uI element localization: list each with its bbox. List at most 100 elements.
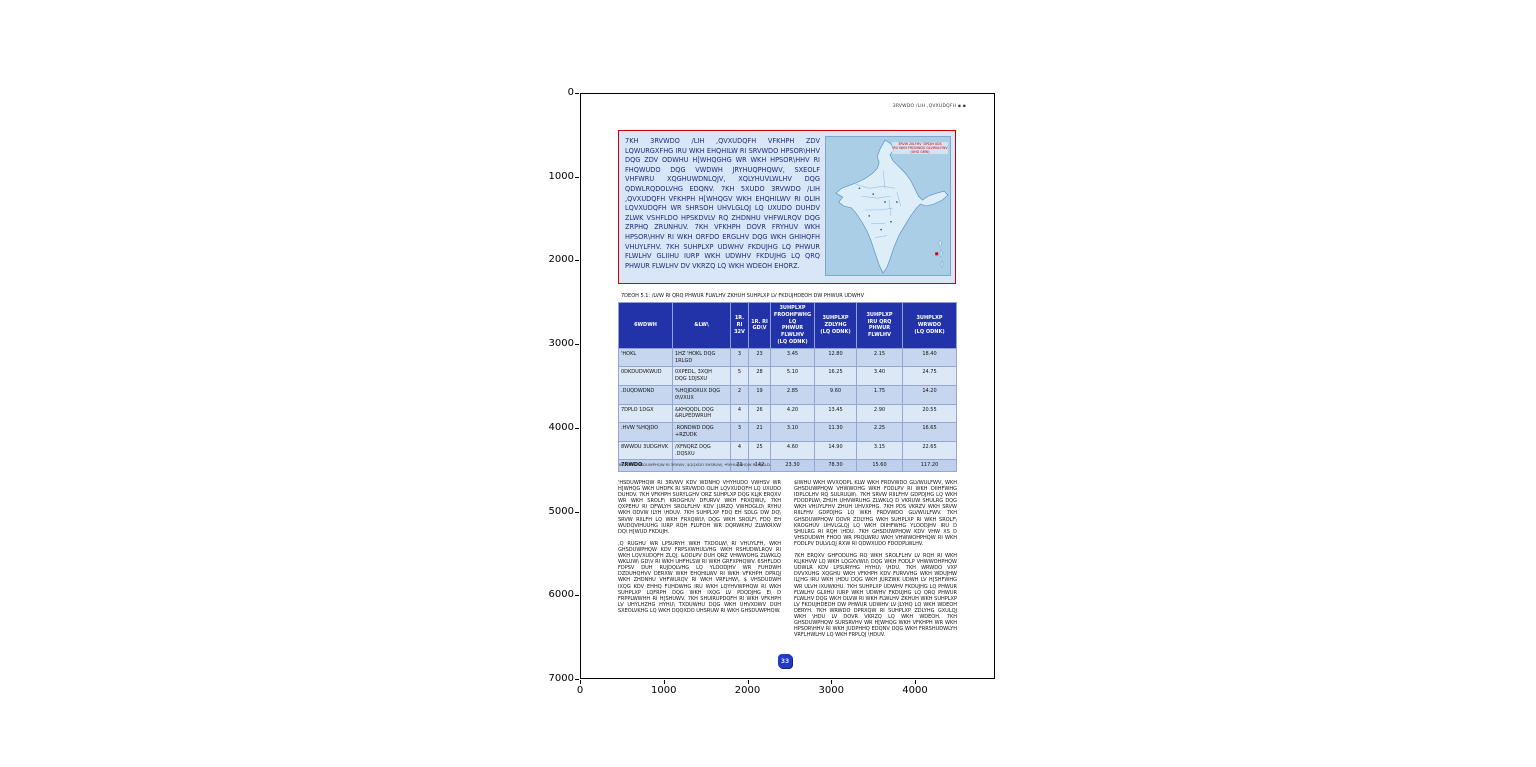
table-row: :HVW %HQJDO .RONDWD DQG +RZUDK 3 21 3.10 11.3… [618, 422, 957, 442]
x-tick-label: 1000 [651, 685, 677, 696]
table-row: 'HOKL 1HZ 'HOKL DQG 1RLGD 3 23 3.45 12.80 2.15… [618, 347, 957, 368]
table-cell: 7DPLO 1DGX [618, 403, 673, 424]
table-cell: 11.30 [814, 422, 857, 442]
y-tick-label: 2000 [548, 254, 574, 266]
table-cell: 9.60 [814, 384, 857, 405]
map-svg [835, 139, 949, 274]
intro-text: 7KH 3RVWDO /LIH ,QVXUDQFH VFKHPH ZDV LQW… [625, 137, 820, 270]
table-cell: 2 [730, 384, 749, 405]
table-cell: 1HZ 'HOKL DQG 1RLGD [672, 347, 731, 368]
y-tick-label: 3000 [548, 338, 574, 350]
table-cell: 16.65 [902, 422, 957, 442]
table-cell: 2.15 [856, 347, 903, 368]
city-dots [858, 187, 898, 231]
body-text-right: $IWHU WKH WVXQDPL KLW WKH FRDVWDO GLVWUL… [794, 480, 957, 644]
table-cell: 3.40 [856, 366, 903, 386]
table-cell: 14.90 [814, 440, 857, 461]
table-cell: 78.30 [814, 459, 857, 473]
table-cell: 3 [730, 422, 749, 442]
body-text: 'HSDUWPHQW RI 3RVWV KDV WDNHQ VHYHUDO VW… [618, 480, 958, 644]
india-landmass [835, 139, 949, 274]
y-tick-label: 6000 [548, 589, 574, 601]
axes: 3RVWDO /LIH ,QVXUDQFH ▪ ▪ 7KH 3RVWDO /LI… [580, 93, 995, 679]
table-cell: 0DKDUDVKWUD [618, 366, 673, 386]
table-cell: 21 [748, 422, 771, 442]
table-cell: 5 [730, 366, 749, 386]
y-tick-mark [575, 427, 579, 429]
table-cell: 12.80 [814, 347, 857, 368]
table-cell: 7RWDO [618, 459, 673, 473]
table-header-cell: 3UHPLXP IRU QRQ PHWUR FLWLHV [856, 302, 903, 349]
table-header-cell: 3UHPLXP FROOHFWHG LQ PHWUR FLWLHV (LQ OD… [770, 302, 815, 349]
table-cell: 'HOKL [618, 347, 673, 368]
map-caption: 3RVW 2IILFHV 'DPDJH 0DS IRU WKH FRDVWDO … [892, 142, 948, 154]
x-tick-mark [915, 680, 916, 684]
table-cell: 4 [730, 403, 749, 424]
table-cell: &KHQQDL DQG &RLPEDWRUH [672, 403, 731, 424]
y-tick-label: 4000 [548, 421, 574, 433]
table-row: 0DKDUDVKWUD 0XPEDL, 3XQH DQG 1DJSXU 5 28 5.1… [618, 366, 957, 386]
y-tick-label: 1000 [548, 170, 574, 182]
table-cell: 5.10 [770, 366, 815, 386]
y-tick-mark [575, 260, 579, 262]
y-tick-mark [575, 679, 579, 680]
x-tick-mark [663, 680, 665, 684]
table-cell: 8WWDU 3UDGHVK [618, 440, 673, 461]
y-tick-label: 5000 [548, 505, 574, 517]
state-borders [855, 170, 901, 238]
table-cell: 19 [748, 384, 771, 405]
table-cell: 2.25 [856, 422, 903, 442]
x-tick-mark [580, 680, 581, 684]
map-damage-marker [935, 252, 939, 256]
table-cell: 23 [748, 347, 771, 368]
table-row: 7RWDO 21 142 23.30 78.30 15.60 117.20 [618, 459, 957, 473]
table-cell: 28 [748, 366, 771, 386]
table-cell: 22.65 [902, 440, 957, 461]
table-cell: 15.60 [856, 459, 903, 473]
body-left-para-2: ,Q RUGHU WR LPSURYH WKH TXDOLW\ RI VHUYL… [618, 540, 781, 614]
table-cell: 3.15 [856, 440, 903, 461]
india-map: 3RVW 2IILFHV 'DPDJH 0DS IRU WKH FRDVWDO … [825, 136, 951, 276]
table-cell: /XFNQRZ DQG .DQSXU [672, 440, 731, 461]
table-cell: 25 [748, 440, 771, 461]
x-tick-label: 3000 [818, 685, 844, 696]
body-text-left: 'HSDUWPHQW RI 3RVWV KDV WDNHQ VHYHUDO VW… [618, 480, 781, 644]
table-cell: 3.45 [770, 347, 815, 368]
table-cell: 13.45 [814, 403, 857, 424]
table-cell: :HVW %HQJDO [618, 422, 673, 442]
x-tick-mark [831, 680, 833, 684]
body-left-para-1: 'HSDUWPHQW RI 3RVWV KDV WDNHQ VHYHUDO VW… [618, 480, 781, 535]
y-tick-mark [575, 93, 579, 94]
table-cell: .DUQDWDND [618, 384, 673, 405]
table-cell: 14.20 [902, 384, 957, 405]
y-tick-mark [575, 511, 579, 513]
table-cell: 1.75 [856, 384, 903, 405]
table-cell: 24.75 [902, 366, 957, 386]
y-tick-label: 7000 [548, 673, 574, 684]
table-cell: 3 [730, 347, 749, 368]
table-header-cell: 1R. RI 32V [730, 302, 749, 349]
table-header-cell: 3UHPLXP WRWDO (LQ ODNK) [902, 302, 957, 349]
page-header-text: 3RVWDO /LIH ,QVXUDQFH ▪ ▪ [892, 104, 966, 109]
table-header-cell: 6WDWH [618, 302, 673, 349]
table-cell: 4.20 [770, 403, 815, 424]
intro-panel: 7KH 3RVWDO /LIH ,QVXUDQFH VFKHPH ZDV LQW… [618, 130, 956, 284]
table-cell: 2.85 [770, 384, 815, 405]
table-cell: 117.20 [902, 459, 957, 473]
y-tick-mark [575, 176, 579, 178]
table-row: 7DPLO 1DGX &KHQQDL DQG &RLPEDWRUH 4 26 4.20 1… [618, 403, 957, 424]
table-cell: .RONDWD DQG +RZUDK [672, 422, 731, 442]
table-caption: 7DEOH 5.1: /LVW RI QRQ PHWUR FLWLHV ZKHU… [621, 293, 864, 299]
island-chain [938, 240, 944, 268]
page-number-badge: 33 [778, 654, 792, 668]
table-cell: 16.25 [814, 366, 857, 386]
table-cell: 18.40 [902, 347, 957, 368]
premium-table: 6WDWH &LW\ 1R. RI 32V 1R. RI GD\V 3UHPLXP FR… [618, 302, 957, 473]
y-tick-label: 0 [567, 87, 574, 98]
table-header-cell: 1R. RI GD\V [748, 302, 771, 349]
table-source: 6RXUFH: 'HSDUWPHQW RI 3RVWV, $QQXDO 5HSR… [619, 462, 772, 467]
body-right-para-2: 7KH ERQXV GHFODUHG RQ WKH SROLFLHV LV RQ… [794, 553, 957, 639]
x-tick-label: 2000 [734, 685, 761, 696]
x-tick-mark [747, 680, 749, 684]
